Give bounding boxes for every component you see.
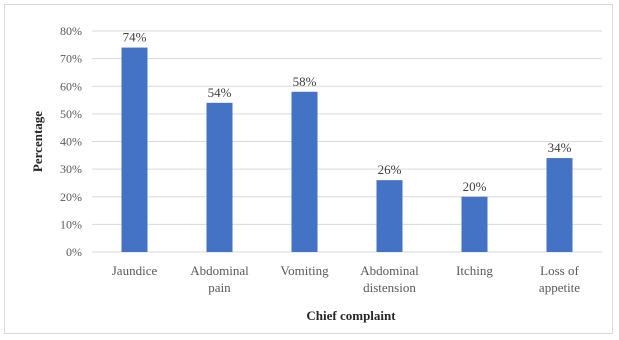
- y-axis-title: Percentage: [30, 111, 45, 172]
- category-label: Itching: [456, 263, 493, 278]
- category-label: distension: [363, 280, 416, 295]
- data-label: 54%: [208, 85, 232, 100]
- data-labels: 74% 54% 58% 26% 20% 34%: [123, 30, 572, 194]
- category-label: Loss of: [540, 263, 579, 278]
- category-label: Jaundice: [112, 263, 158, 278]
- category-label: appetite: [539, 280, 580, 295]
- data-label: 74%: [123, 30, 147, 45]
- x-axis-title: Chief complaint: [306, 308, 396, 323]
- y-tick-label: 30%: [60, 162, 82, 176]
- bar: [206, 102, 233, 252]
- gridlines: [92, 30, 602, 253]
- y-tick-labels: 0% 10% 20% 30% 40% 50% 60% 70% 80%: [60, 24, 82, 259]
- data-label: 26%: [378, 162, 402, 177]
- y-tick-label: 0%: [66, 245, 82, 259]
- category-label: pain: [208, 280, 231, 295]
- bar: [461, 196, 488, 252]
- category-label: Abdominal: [360, 263, 419, 278]
- category-labels: Jaundice Abdominal pain Vomiting Abdominal di…: [112, 263, 581, 295]
- category-label: Vomiting: [280, 263, 329, 278]
- y-tick-label: 20%: [60, 190, 82, 204]
- y-tick-label: 80%: [60, 24, 82, 38]
- category-label: Abdominal: [190, 263, 249, 278]
- bar: [121, 47, 148, 253]
- y-tick-label: 70%: [60, 52, 82, 66]
- bar: [291, 91, 318, 253]
- y-tick-label: 10%: [60, 217, 82, 231]
- y-tick-label: 50%: [60, 107, 82, 121]
- data-label: 20%: [463, 179, 487, 194]
- data-label: 34%: [548, 140, 572, 155]
- bar: [376, 180, 403, 252]
- y-tick-label: 60%: [60, 79, 82, 93]
- bars: [121, 47, 573, 253]
- bar: [546, 158, 573, 252]
- data-label: 58%: [293, 74, 317, 89]
- y-tick-label: 40%: [60, 135, 82, 149]
